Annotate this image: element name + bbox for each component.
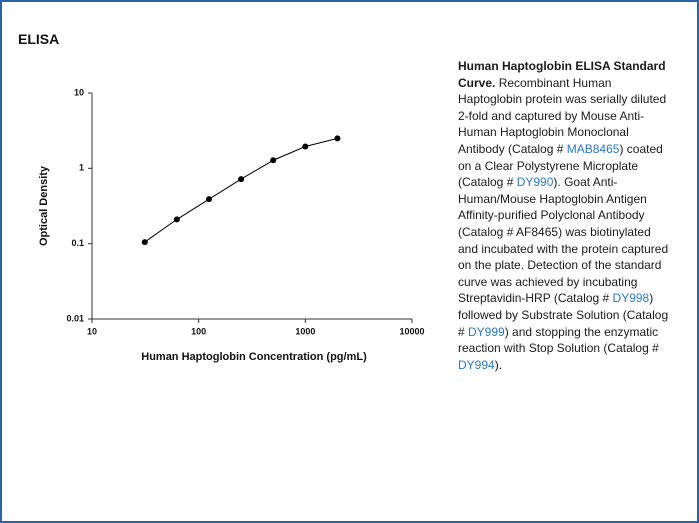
caption-text: ) and stopping the enzymatic reaction wi…: [458, 324, 659, 356]
catalog-link[interactable]: MAB8465: [566, 141, 620, 156]
caption: Human Haptoglobin ELISA Standard Curve. …: [458, 58, 670, 373]
panel-title: ELISA: [18, 31, 60, 47]
data-point: [173, 216, 180, 223]
catalog-link[interactable]: DY994: [458, 357, 495, 372]
data-point: [206, 196, 213, 203]
x-axis-label: Human Haptoglobin Concentration (pg/mL): [141, 351, 367, 363]
chart: 0.01 0.1 1 10 10 100 1000 10000 Human Haptoglobi…: [38, 87, 425, 363]
x-tick-label: 100: [191, 326, 206, 336]
data-point: [238, 176, 245, 183]
caption-text: ) followed by Substrate Solution (Catalo…: [458, 291, 669, 339]
x-tick-label: 10000: [399, 326, 424, 336]
curve: [144, 137, 338, 243]
data-point: [334, 135, 341, 142]
data-point: [302, 143, 309, 150]
y-tick-label: 10: [74, 87, 84, 97]
catalog-link[interactable]: DY990: [516, 175, 554, 190]
x-tick-label: 1000: [295, 326, 315, 336]
catalog-link[interactable]: DY999: [468, 324, 505, 339]
y-tick-label: 1: [79, 163, 84, 173]
data-point: [270, 157, 277, 164]
y-tick-label: 0.1: [71, 238, 84, 248]
caption-text: ).: [494, 357, 503, 372]
data-point: [141, 239, 148, 246]
caption-text: ). Goat Anti-Human/Mouse Haptoglobin Ant…: [458, 175, 669, 306]
x-tick-label: 10: [87, 326, 97, 336]
y-axis-label: Optical Density: [38, 165, 50, 246]
y-tick-label: 0.01: [66, 313, 84, 323]
caption-text: Human Haptoglobin ELISA Standard Curve.: [458, 59, 666, 90]
caption-text: ) coated on a Clear Polystyrene Micropla…: [458, 141, 663, 190]
catalog-link[interactable]: DY998: [612, 291, 650, 306]
caption-text: Recombinant Human Haptoglobin protein wa…: [458, 75, 667, 156]
